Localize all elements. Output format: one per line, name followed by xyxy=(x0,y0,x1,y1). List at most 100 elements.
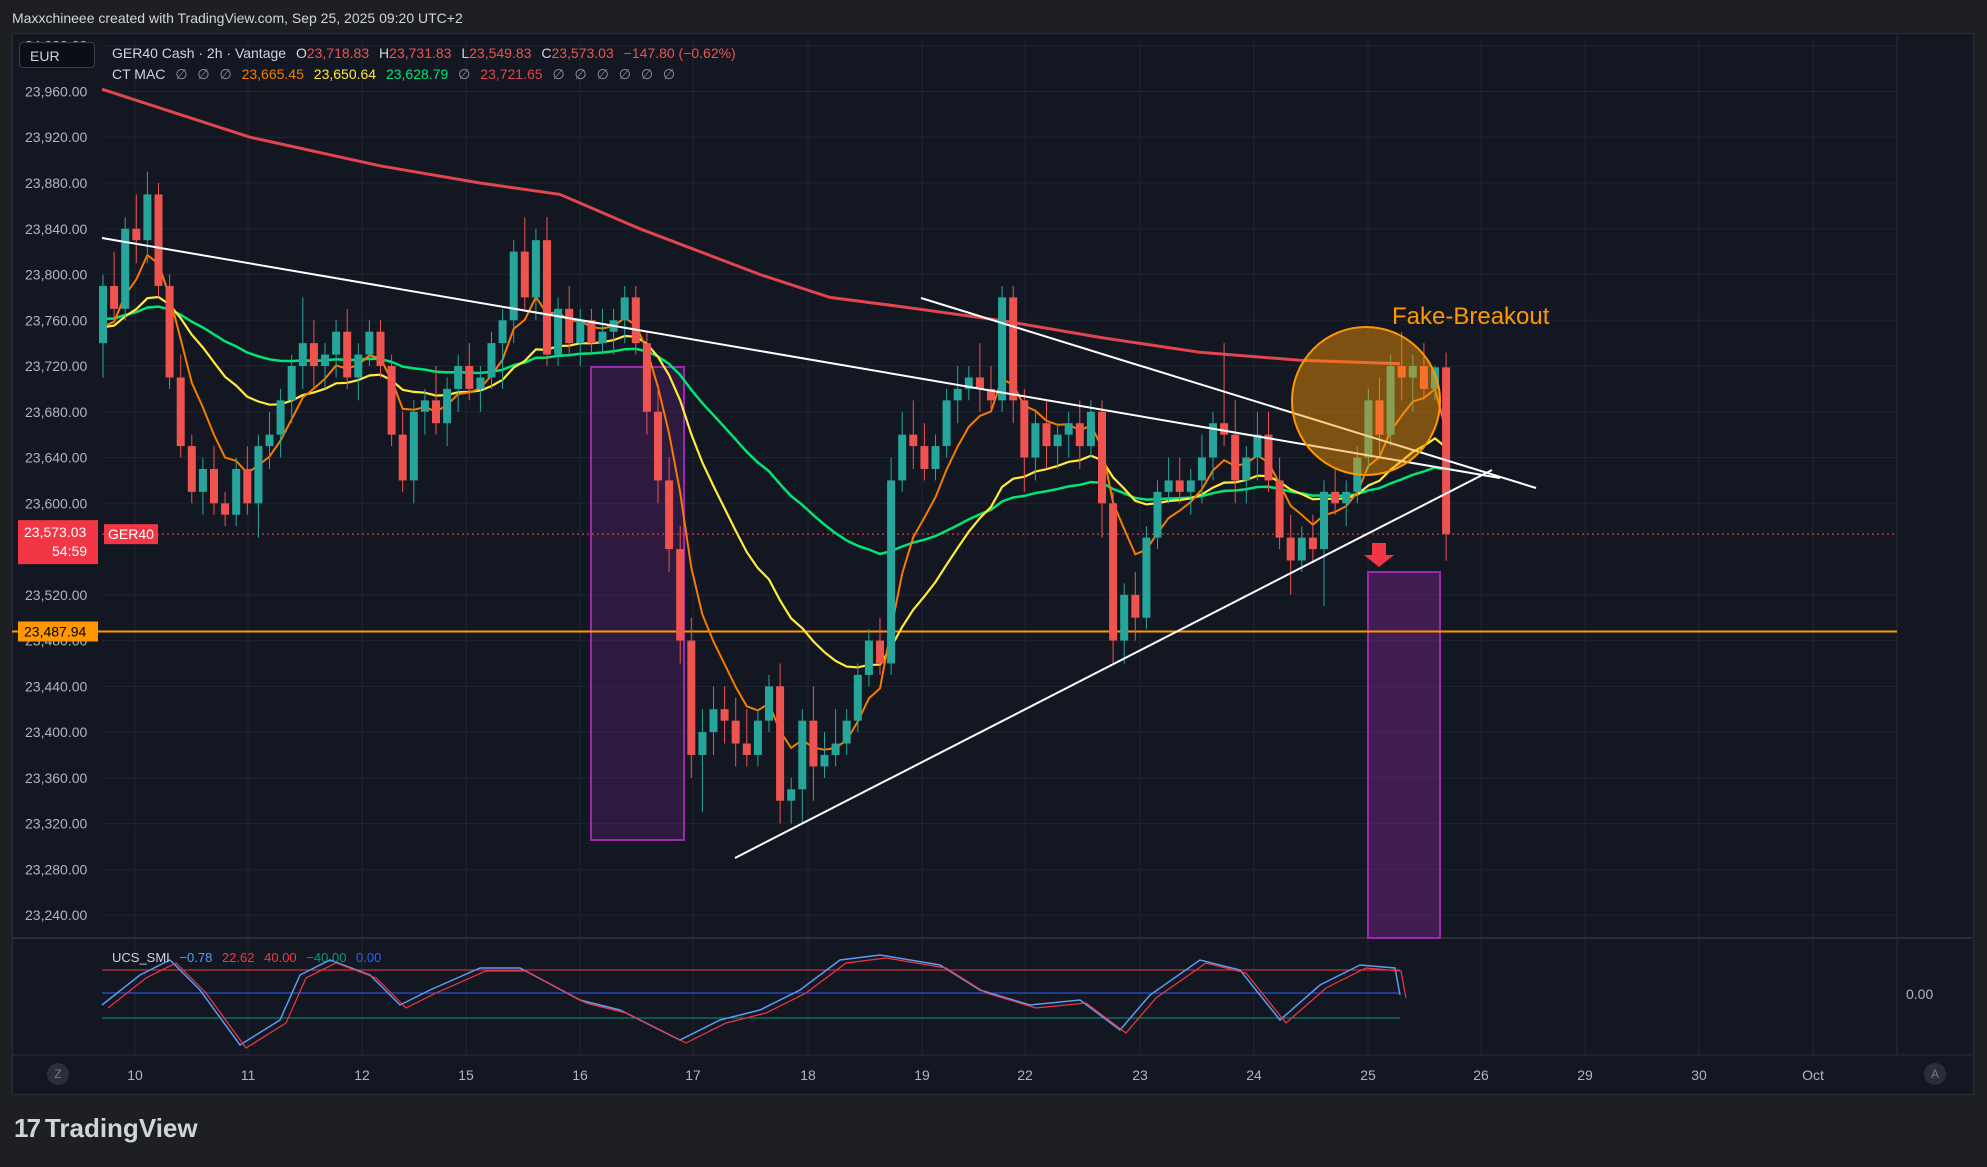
smi-signal-line xyxy=(107,957,1407,1049)
candle-body xyxy=(1331,491,1340,504)
candle-body xyxy=(820,754,829,767)
candle-body xyxy=(309,343,318,367)
candle-body xyxy=(132,228,141,241)
currency-button[interactable]: EUR xyxy=(19,42,95,68)
candle-body xyxy=(876,640,884,664)
candle-body xyxy=(920,446,929,469)
ma-red-line xyxy=(101,87,1401,366)
symbol-tag-bg xyxy=(104,524,158,545)
candle-body xyxy=(1131,594,1140,618)
high-label: H xyxy=(379,45,390,61)
oscillator-title[interactable]: UCS_SMI xyxy=(112,950,170,965)
candle-body xyxy=(432,400,440,424)
candle-body xyxy=(731,720,740,744)
candle-body xyxy=(942,400,951,447)
close-label: C xyxy=(541,45,552,61)
candle-body xyxy=(1098,411,1106,504)
candle-body xyxy=(1408,366,1417,378)
empty-value: ∅ xyxy=(596,66,609,82)
candle-body xyxy=(620,297,629,321)
time-tick-label: 11 xyxy=(241,1067,256,1083)
close-value: 23,573.03 xyxy=(551,45,614,61)
time-axis: 10 11 12 15 16 17 18 19 22 23 24 25 26 29 30 Oct xyxy=(127,1067,1824,1083)
price-tick-label: 23,240.00 xyxy=(25,907,87,923)
price-tick-label: 23,640.00 xyxy=(25,450,87,466)
symbol-title[interactable]: GER40 Cash · 2h · Vantage xyxy=(112,45,287,61)
candle-body xyxy=(376,331,385,367)
time-tick-label: 12 xyxy=(354,1067,370,1083)
candle-body xyxy=(909,434,918,447)
price-tick-label: 23,920.00 xyxy=(25,129,87,145)
candle-body xyxy=(676,549,685,641)
symbol-legend: GER40 Cash · 2h · Vantage O23,718.83 H23… xyxy=(112,45,742,61)
indicator-title[interactable]: CT MAC xyxy=(112,66,166,82)
candle-body xyxy=(1364,400,1373,458)
candle-body xyxy=(1075,423,1084,447)
chart-frame[interactable] xyxy=(12,33,1974,1095)
price-tick-label: 23,960.00 xyxy=(25,83,87,99)
candle-body xyxy=(221,503,230,515)
candle-body xyxy=(1442,367,1451,535)
candle-body xyxy=(1419,366,1428,389)
candle-body xyxy=(709,709,718,733)
candle-body xyxy=(543,240,551,355)
candle-body xyxy=(887,480,896,664)
open-value: 23,718.83 xyxy=(306,45,370,61)
candle-body xyxy=(498,320,507,344)
candle-body xyxy=(1253,434,1262,458)
empty-value: ∅ xyxy=(574,66,587,82)
osc-v3: 40.00 xyxy=(264,950,297,965)
grid-lines xyxy=(102,40,1897,1055)
time-tick-label: 18 xyxy=(800,1067,816,1083)
candle-body xyxy=(1308,537,1317,550)
candle-body xyxy=(842,720,851,744)
candles xyxy=(99,171,1451,824)
candle-body xyxy=(853,674,862,721)
candle-body xyxy=(443,388,452,424)
candle-body xyxy=(1109,503,1118,641)
osc-zero-label: 0.00 xyxy=(1906,986,1933,1002)
candle-body xyxy=(1186,480,1195,492)
candle-body xyxy=(798,720,807,790)
empty-value: ∅ xyxy=(458,66,471,82)
ma-yellow-value: 23,650.64 xyxy=(313,66,377,82)
candle-body xyxy=(953,388,962,401)
candle-body xyxy=(210,468,218,504)
candle-body xyxy=(1431,367,1439,389)
price-tick-label: 23,840.00 xyxy=(25,221,87,237)
candle-body xyxy=(276,400,285,435)
time-tick-label: 23 xyxy=(1132,1067,1148,1083)
candle-body xyxy=(720,709,729,721)
candle-body xyxy=(243,468,252,504)
time-tick-label: 29 xyxy=(1577,1067,1593,1083)
tradingview-logo-icon: 17 xyxy=(14,1113,41,1143)
ma-green-value: 23,628.79 xyxy=(385,66,449,82)
auto-scale-button[interactable]: A xyxy=(1924,1063,1946,1085)
candle-body xyxy=(776,686,785,801)
time-tick-label: 30 xyxy=(1691,1067,1707,1083)
candle-body xyxy=(298,343,307,367)
candle-body xyxy=(454,366,463,389)
time-tick-label: 19 xyxy=(914,1067,930,1083)
time-tick-label: 17 xyxy=(685,1067,701,1083)
candle-body xyxy=(1142,537,1151,618)
level-price-tag xyxy=(18,621,98,642)
candle-body xyxy=(1009,297,1018,401)
candle-body xyxy=(598,331,607,344)
log-scale-button[interactable]: Z xyxy=(47,1063,69,1085)
candle-body xyxy=(576,320,585,344)
empty-value: ∅ xyxy=(197,66,210,82)
candle-body xyxy=(420,400,429,412)
high-value: 23,731.83 xyxy=(389,45,452,61)
candle-body xyxy=(1197,457,1206,481)
osc-v5: 0.00 xyxy=(356,950,382,965)
candle-body xyxy=(321,354,329,367)
price-tick-label: 23,400.00 xyxy=(25,724,87,740)
candle-body xyxy=(121,228,130,309)
candle-body xyxy=(631,297,640,344)
candle-body xyxy=(1275,480,1284,538)
candle-body xyxy=(987,388,995,401)
brand-name: TradingView xyxy=(44,1113,198,1143)
candle-body xyxy=(1242,457,1251,481)
